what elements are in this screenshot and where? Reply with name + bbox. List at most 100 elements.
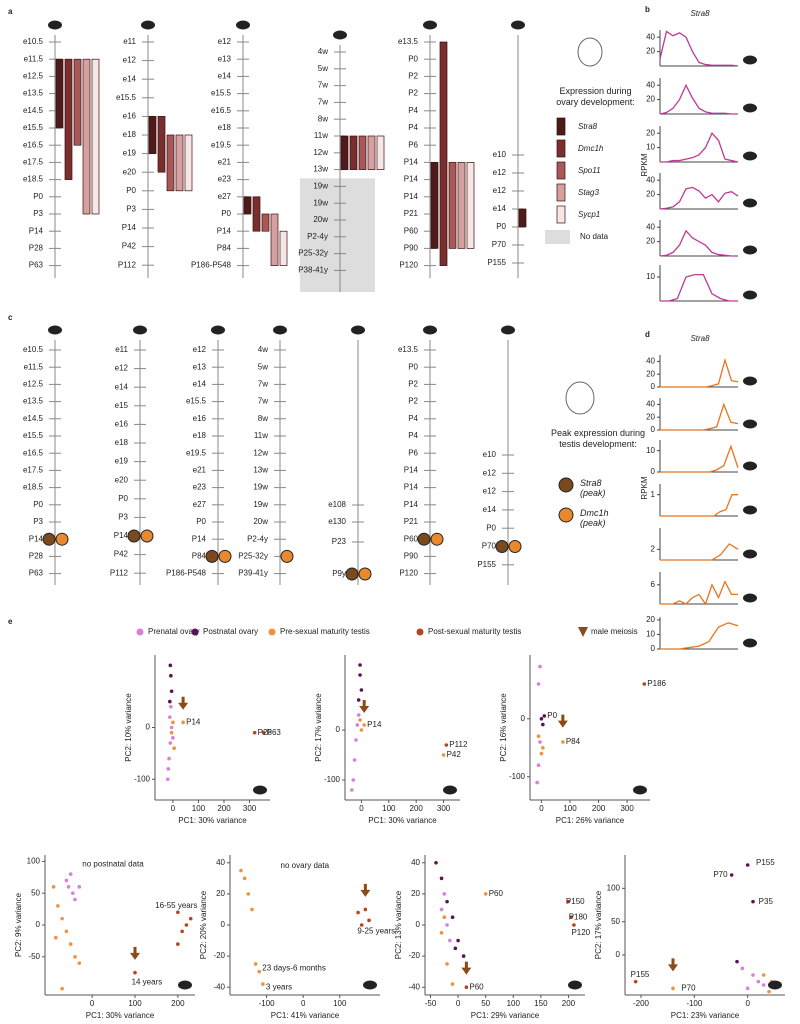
stage-label: P0 [33,500,43,509]
stage-label: P28 [29,552,44,561]
y-tick-label: 20 [646,412,655,421]
stage-label: e14 [483,505,497,514]
expression-bar [457,162,466,249]
stage-label: P112 [110,568,129,577]
expression-bar [55,58,64,129]
meiosis-arrow [557,714,568,728]
panel-label: e [8,617,13,626]
stage-label: P14 [192,534,207,543]
species-icon [48,20,62,30]
stage-label: e23 [218,175,232,184]
x-tick-label: -100 [259,999,276,1008]
data-point [171,736,175,740]
stage-label: P23 [332,537,347,546]
expression-bar [91,58,100,215]
data-point [461,954,466,958]
stage-label: P60 [404,226,419,235]
legend-swatch [556,183,566,202]
stage-label: 7w [258,397,268,406]
stage-label: P2 [408,380,418,389]
y-tick-label: 20 [646,95,655,104]
x-tick-label: 300 [243,804,257,813]
data-point [572,923,576,927]
point-label: P186 [647,679,666,688]
x-tick-label: 100 [333,999,347,1008]
data-point [464,985,469,990]
stage-label: e19 [115,457,129,466]
stage-label: e12 [123,56,137,65]
y-tick-label: 20 [646,128,655,137]
data-point [169,689,174,694]
stage-label: P42 [114,550,129,559]
y-tick-label: -20 [213,951,225,960]
expression-bar [73,58,82,146]
x-tick-label: 0 [745,999,750,1008]
legend-label: Prenatal ovary [148,627,200,636]
stage-label: e20 [115,475,129,484]
data-point [176,942,180,946]
stage-label: P0 [496,222,506,231]
data-point [261,730,266,735]
expression-bar [439,41,448,266]
data-point [73,897,77,902]
x-tick-label: -200 [633,999,650,1008]
species-icon [743,593,757,603]
expression-bar [340,135,349,170]
data-point [246,892,251,896]
data-point [257,969,262,974]
data-point [445,899,449,904]
data-point [261,982,265,986]
expression-bar [349,135,358,170]
data-point [536,682,541,686]
legend-swatch [545,230,570,244]
stage-label: e27 [193,500,207,509]
species-icon [133,325,147,335]
data-point [456,938,460,943]
data-point [253,962,258,966]
y-tick-label: 0 [616,950,621,959]
stage-label: e11 [115,345,128,354]
y-axis-label: RPKM [640,476,649,499]
data-point [761,983,766,987]
stage-label: e10 [483,450,497,459]
data-point [73,955,77,959]
meiosis-arrow [360,883,371,897]
y-axis-label: PC2: 10% variance [124,693,133,762]
y-tick-label: -50 [28,952,40,961]
x-tick-label: 200 [217,804,231,813]
y-axis-label: RPKM [640,153,649,176]
species-icon [743,505,757,515]
species-icon [333,30,347,40]
y-tick-label: 10 [646,272,655,281]
data-point [671,986,675,991]
x-tick-label: 100 [192,804,206,813]
peak-marker [495,540,509,553]
data-point [358,673,362,677]
panel-label: c [8,313,13,322]
stage-label: P14 [29,534,44,543]
stage-label: P155 [477,560,496,569]
expression-line [660,132,739,163]
data-point [359,688,364,692]
legend-title: Expression during ovary development: [556,86,635,107]
legend-swatch [268,628,276,636]
stage-label: 20w [253,517,268,526]
expression-bar [82,58,91,215]
expression-bar [64,58,73,180]
stage-label: P2 [408,397,418,406]
stage-label: P63 [29,569,44,578]
stage-label: P3 [33,209,43,218]
stage-label: P21 [404,517,419,526]
x-tick-label: 0 [456,999,461,1008]
y-tick-label: 20 [646,190,655,199]
point-label: P180 [569,912,588,921]
data-point [180,929,184,934]
peak-marker [430,532,444,546]
y-tick-label: 0 [36,920,41,929]
stage-label: P4 [408,414,418,423]
stage-label: e12 [493,168,507,177]
data-point [359,923,364,927]
y-tick-label: 40 [646,222,655,231]
stage-label: e20 [123,167,137,176]
